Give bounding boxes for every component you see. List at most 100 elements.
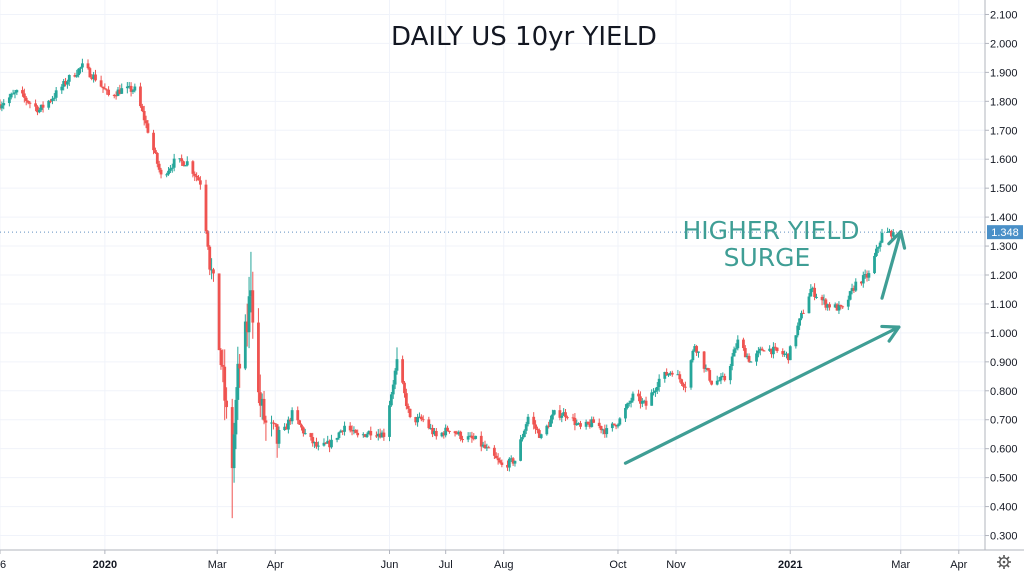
x-tick-label: Mar <box>891 559 910 571</box>
candle-body <box>642 400 646 402</box>
candle-body <box>11 93 15 95</box>
trend-arrow-shaft <box>623 325 901 465</box>
y-tick-label: 0.700 <box>990 415 1018 427</box>
candle-body <box>586 421 590 424</box>
candle-body <box>418 416 421 418</box>
candle-body <box>601 429 605 431</box>
candle-body <box>442 432 446 436</box>
candle-body <box>867 273 871 278</box>
candle-body <box>0 105 4 109</box>
candle-body <box>566 417 569 419</box>
candle-body <box>139 86 142 107</box>
candle-body <box>275 424 279 444</box>
x-tick-label: 6 <box>0 559 6 571</box>
candle-body <box>112 94 116 96</box>
candle-body <box>552 410 556 415</box>
candle-body <box>539 434 543 438</box>
candle-body <box>198 180 202 185</box>
candle-body <box>616 424 620 427</box>
candle-body <box>285 426 288 430</box>
candle-body <box>339 430 343 433</box>
candle-body <box>120 88 124 94</box>
candle-body <box>676 374 680 376</box>
candle-body <box>783 353 787 355</box>
y-tick-label: 1.700 <box>990 125 1018 137</box>
candle-body <box>103 88 107 90</box>
candle-body <box>558 410 562 418</box>
candle-body <box>743 348 747 358</box>
candle-body <box>146 123 150 133</box>
candle-body <box>798 318 802 326</box>
candle-body <box>257 322 260 393</box>
candle-body <box>625 403 629 409</box>
candle-body <box>850 288 854 292</box>
candle-body <box>637 393 640 397</box>
candle-body <box>547 425 551 427</box>
candle-body <box>210 269 214 271</box>
candle-body <box>880 232 884 243</box>
settings-gear-icon[interactable] <box>997 555 1011 569</box>
trend-arrow-head <box>887 229 907 250</box>
candle-body <box>837 304 841 311</box>
candle-body <box>708 370 712 381</box>
candle-body <box>401 359 405 383</box>
candle-body <box>833 304 837 308</box>
candle-body <box>178 158 182 160</box>
candle-body <box>852 288 856 291</box>
candle-body <box>352 429 356 432</box>
last-price-badge <box>987 225 1023 240</box>
candle-body <box>382 432 386 437</box>
candle-body <box>77 68 81 76</box>
candle-body <box>564 412 567 418</box>
candle-body <box>363 434 367 437</box>
candle-body <box>159 169 163 175</box>
candle-body <box>180 158 184 162</box>
candle-body <box>431 427 434 435</box>
candle-body <box>223 366 227 401</box>
candle-body <box>785 353 788 355</box>
candle-body <box>599 426 603 430</box>
y-tick-label: 2.000 <box>990 38 1018 50</box>
candle-body <box>249 290 253 297</box>
candle-body <box>854 281 858 291</box>
candle-body <box>416 417 419 423</box>
y-tick-label: 0.600 <box>990 444 1018 456</box>
candle-body <box>37 109 41 113</box>
candle-body <box>841 306 845 308</box>
candle-body <box>545 425 549 435</box>
candle-body <box>427 419 431 429</box>
annotation-line-2: SURGE <box>724 243 811 272</box>
candle-body <box>167 170 170 175</box>
x-tick-label: Jun <box>381 559 399 571</box>
candle-body <box>421 419 425 421</box>
candle-body <box>313 442 317 444</box>
candle-body <box>809 288 813 297</box>
candle-body <box>876 247 880 249</box>
candle-body <box>640 401 644 404</box>
candle-body <box>28 102 32 104</box>
candle-body <box>481 444 485 447</box>
candle-body <box>245 321 249 333</box>
candle-body <box>629 400 633 403</box>
candle-body <box>75 75 79 77</box>
candle-body <box>865 274 869 278</box>
candle-body <box>51 98 54 101</box>
candle-body <box>588 423 592 427</box>
candle-body <box>343 425 346 432</box>
candle-body <box>369 430 373 436</box>
candle-body <box>283 426 287 430</box>
candle-body <box>193 173 197 176</box>
x-tick-label: 2021 <box>778 559 802 571</box>
candle-body <box>62 81 66 87</box>
candle-body <box>298 420 302 425</box>
candle-body <box>22 93 26 98</box>
candlestick-series <box>0 58 895 519</box>
candle-body <box>509 458 513 460</box>
candle-body <box>511 458 515 464</box>
candle-body <box>172 158 176 168</box>
candle-body <box>258 392 262 406</box>
candle-body <box>723 375 727 381</box>
candle-body <box>614 424 618 427</box>
candle-body <box>807 296 811 314</box>
candle-body <box>64 81 67 85</box>
